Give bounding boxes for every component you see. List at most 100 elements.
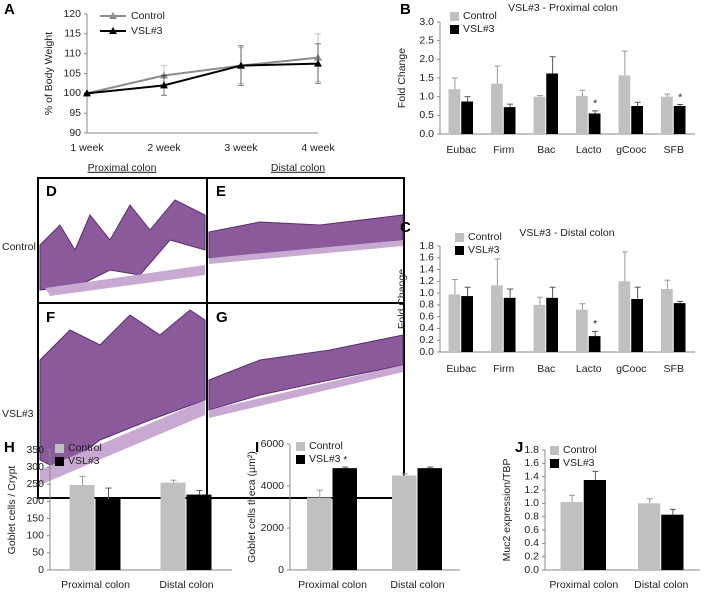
y-tick-label: 1.0 (419, 287, 434, 299)
legend-label: Control (131, 10, 165, 22)
y-tick-label: 0.0 (419, 346, 434, 358)
point (314, 59, 322, 67)
panel-letter: A (4, 1, 15, 18)
panel-letter: I (255, 439, 259, 456)
bar (160, 482, 186, 570)
y-tick-label: 1.4 (524, 470, 539, 482)
bar (491, 285, 503, 352)
y-tick-label: 150 (26, 512, 44, 524)
y-tick-label: 1.6 (524, 457, 539, 469)
y-tick-label: 3.0 (419, 16, 434, 28)
bar (576, 309, 588, 352)
bar (546, 73, 558, 134)
legend-swatch (296, 455, 305, 464)
y-tick-label: 0.4 (419, 322, 434, 334)
legend-label: Control (463, 10, 497, 22)
x-tick-label: Eubac (446, 363, 476, 375)
y-tick-label: 0.8 (524, 510, 539, 522)
panel-letter: D (46, 183, 57, 200)
legend-label: Control (68, 442, 102, 454)
line (86, 62, 319, 95)
y-tick-label: 105 (63, 67, 81, 79)
bar (491, 83, 503, 134)
bar (95, 499, 121, 570)
legend-marker (109, 12, 117, 19)
bar (448, 294, 461, 352)
y-tick-label: 350 (26, 444, 44, 456)
legend-swatch (550, 446, 559, 455)
bar (461, 296, 473, 352)
y-tick-label: 100 (26, 529, 44, 541)
y-tick-label: 1.8 (524, 444, 539, 456)
y-tick-label: 250 (26, 478, 44, 490)
bar (638, 503, 661, 570)
point (237, 61, 245, 69)
y-tick-label: 0.0 (419, 128, 434, 140)
legend-swatch (296, 442, 305, 451)
bar (673, 106, 686, 134)
y-tick-label: 1.5 (419, 72, 434, 84)
point (160, 81, 168, 89)
x-tick-label: Proximal colon (549, 579, 618, 591)
x-tick-label: Distal colon (634, 579, 688, 591)
line (86, 56, 319, 95)
tissue (209, 365, 403, 418)
bar (546, 297, 558, 352)
bar (588, 336, 601, 352)
legend-label: Control (309, 440, 343, 452)
y-tick-label: 1.8 (419, 240, 434, 252)
y-tick-label: 0 (38, 564, 44, 576)
legend-label: VSL#3 (131, 25, 163, 37)
y-tick-label: 2.5 (419, 34, 434, 46)
panel-letter: B (400, 1, 411, 18)
tissue (45, 265, 205, 296)
bar (661, 288, 673, 352)
y-tick-label: 0.6 (419, 310, 434, 322)
legend-swatch (450, 12, 459, 21)
y-axis-label: % of Body Weight (43, 32, 55, 115)
column-header: Proximal colon (88, 162, 157, 174)
point (83, 89, 91, 97)
legend-marker (109, 27, 117, 34)
x-tick-label: gCooc (616, 144, 646, 156)
bar (69, 484, 95, 570)
y-axis-label: Fold Change (396, 269, 408, 329)
y-tick-label: 115 (64, 28, 81, 40)
panel-letter: E (216, 183, 226, 200)
y-tick-label: 6000 (261, 438, 285, 450)
significance-marker: * (343, 454, 347, 466)
panel-letter: H (4, 439, 15, 456)
row-header: Control (2, 241, 36, 253)
legend-swatch (455, 246, 464, 255)
x-tick-label: Lacto (576, 144, 602, 156)
y-tick-label: 1.6 (419, 252, 434, 264)
tissue (40, 400, 205, 485)
tissue (39, 309, 206, 471)
bar (618, 281, 631, 352)
bar (631, 299, 643, 352)
x-tick-label: Proximal colon (298, 579, 367, 591)
x-tick-label: Distal colon (159, 579, 213, 591)
x-tick-label: Eubac (446, 144, 476, 156)
x-tick-label: Distal colon (390, 579, 444, 591)
bar (392, 475, 417, 570)
legend-label: VSL#3 (309, 453, 341, 465)
x-tick-label: Proximal colon (61, 579, 130, 591)
panel-letter: G (216, 309, 228, 326)
bar (332, 468, 357, 570)
bar (307, 497, 332, 570)
x-tick-label: 3 week (224, 142, 258, 154)
y-tick-label: 90 (69, 127, 81, 139)
y-tick-label: 2.0 (419, 53, 434, 65)
y-tick-label: 100 (63, 87, 81, 99)
chart-title: VSL#3 - Proximal colon (508, 2, 618, 14)
bar (673, 303, 686, 352)
y-tick-label: 0.2 (524, 550, 539, 562)
x-tick-label: SFB (664, 144, 684, 156)
bar (661, 96, 673, 134)
legend-swatch (550, 459, 559, 468)
x-tick-label: Firm (493, 363, 514, 375)
chart-title: VSL#3 - Distal colon (519, 227, 614, 239)
y-axis-label: Fold Change (396, 48, 408, 108)
